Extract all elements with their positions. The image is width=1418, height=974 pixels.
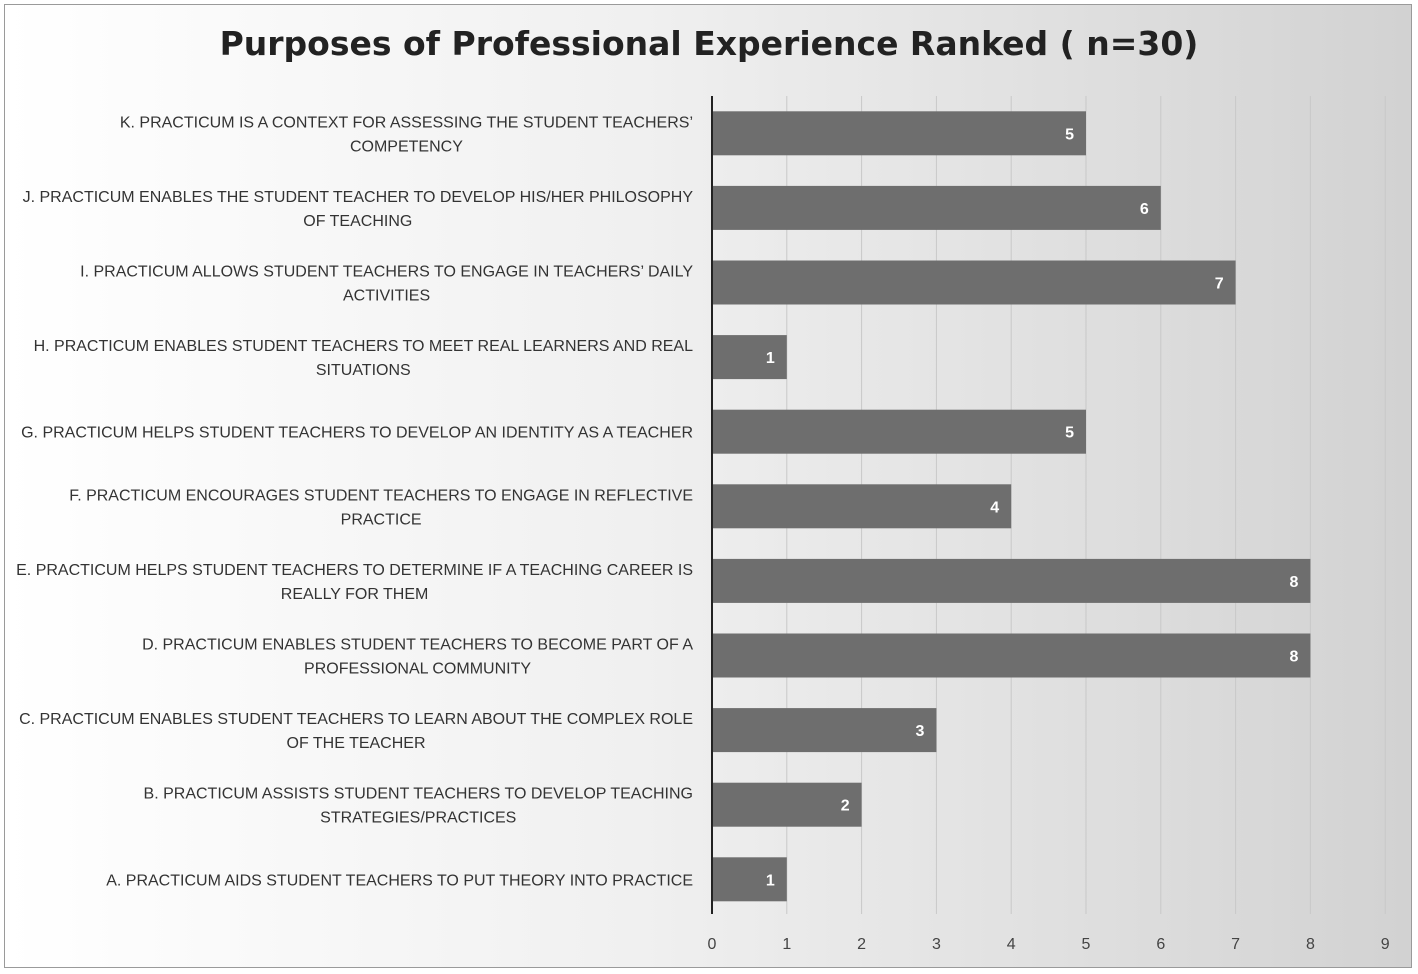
x-tick-label: 3: [932, 936, 941, 953]
category-label: K. PRACTICUM IS A CONTEXT FOR ASSESSING …: [120, 114, 693, 155]
x-tick-label: 2: [857, 936, 866, 953]
category-label: I. PRACTICUM ALLOWS STUDENT TEACHERS TO …: [80, 264, 693, 305]
data-label: 4: [990, 499, 999, 516]
data-label: 1: [766, 872, 775, 889]
bar: [712, 185, 1161, 230]
bar: [712, 484, 1012, 529]
category-label: F. PRACTICUM ENCOURAGES STUDENT TEACHERS…: [69, 487, 693, 528]
bar: [712, 633, 1311, 678]
x-tick-label: 9: [1381, 936, 1390, 953]
data-label: 2: [841, 798, 850, 815]
bar: [712, 782, 862, 827]
bar: [712, 857, 787, 902]
category-label: C. PRACTICUM ENABLES STUDENT TEACHERS TO…: [19, 711, 693, 752]
category-label: A. PRACTICUM AIDS STUDENT TEACHERS TO PU…: [106, 872, 693, 889]
x-tick-label: 7: [1231, 936, 1240, 953]
x-tick-label: 4: [1007, 936, 1016, 953]
bar: [712, 335, 787, 380]
category-label: B. PRACTICUM ASSISTS STUDENT TEACHERS TO…: [144, 786, 693, 827]
data-label: 1: [766, 350, 775, 367]
category-label: J. PRACTICUM ENABLES THE STUDENT TEACHER…: [23, 189, 694, 230]
x-tick-label: 1: [782, 936, 791, 953]
x-tick-label: 0: [708, 936, 717, 953]
bar: [712, 708, 937, 753]
data-label: 7: [1215, 276, 1224, 293]
x-tick-label: 8: [1306, 936, 1315, 953]
data-label: 8: [1289, 649, 1298, 666]
category-label: H. PRACTICUM ENABLES STUDENT TEACHERS TO…: [34, 338, 694, 379]
chart-title: Purposes of Professional Experience Rank…: [219, 24, 1199, 63]
data-label: 6: [1140, 201, 1149, 218]
bar: [712, 260, 1236, 305]
data-label: 5: [1065, 126, 1074, 143]
x-tick-label: 5: [1082, 936, 1091, 953]
x-tick-label: 6: [1156, 936, 1165, 953]
chart-frame: [4, 4, 1412, 968]
category-label: D. PRACTICUM ENABLES STUDENT TEACHERS TO…: [142, 637, 693, 678]
bar: [712, 409, 1086, 454]
category-label: E. PRACTICUM HELPS STUDENT TEACHERS TO D…: [16, 562, 693, 603]
bar: [712, 558, 1311, 603]
data-label: 3: [915, 723, 924, 740]
data-label: 8: [1289, 574, 1298, 591]
data-label: 5: [1065, 425, 1074, 442]
bar: [712, 111, 1086, 156]
category-label: G. PRACTICUM HELPS STUDENT TEACHERS TO D…: [21, 425, 693, 442]
